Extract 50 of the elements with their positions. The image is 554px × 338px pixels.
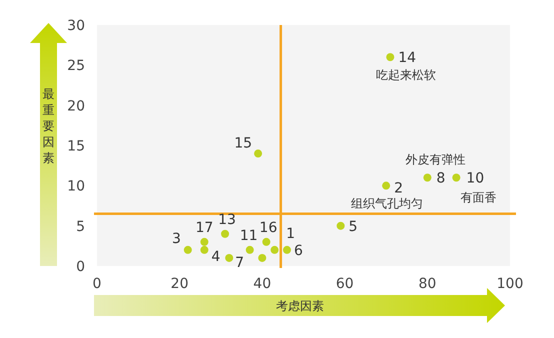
y-tick-label: 25 [67,58,85,74]
annotation: 吃起来松软 [376,68,436,82]
annotation: 10 [466,170,484,187]
point [200,238,208,246]
point [184,246,192,254]
y-axis-title: 最重要因素 [42,87,54,165]
x-tick-label: 60 [336,276,354,292]
point [221,230,230,238]
y-tick-label: 15 [67,138,85,154]
x-tick-label: 40 [253,276,272,292]
annotation: 14 [398,50,416,66]
y-tick-label: 20 [67,98,85,114]
point [258,254,266,262]
annotation: 13 [218,212,236,228]
point [336,222,345,230]
annotation: 6 [294,242,303,259]
annotation: 7 [235,254,244,271]
annotation: 4 [211,248,220,265]
point [246,246,254,254]
point [254,150,262,158]
annotation: 11 [240,228,258,244]
point [282,246,291,254]
x-tick-label: 20 [170,276,189,292]
x-tick-label: 80 [418,276,436,292]
y-tick-label: 10 [67,178,85,195]
y-tick-label: 30 [67,18,85,34]
annotation: 1 [286,226,296,242]
x-axis-title: 考虑因素 [276,299,324,313]
annotation: 17 [195,220,214,236]
annotation: 2 [394,180,404,197]
x-tick-label: 100 [496,276,524,292]
point [200,246,208,254]
point [382,182,390,190]
annotation: 16 [259,220,278,236]
annotation: 5 [348,218,358,235]
y-tick-label: 5 [76,218,85,235]
point [386,53,394,62]
point [225,254,234,262]
y-tick-label: 0 [76,259,85,275]
x-tick-label: 0 [92,276,102,292]
annotation: 外皮有弹性 [405,152,466,167]
annotation: 15 [234,136,252,152]
point [270,246,279,254]
annotation: 组织气孔均匀 [351,196,424,211]
annotation: 有面香 [460,190,496,205]
annotation: 3 [172,230,181,247]
annotation: 8 [436,170,446,187]
point [262,238,270,246]
point [452,174,460,182]
point [423,174,432,182]
